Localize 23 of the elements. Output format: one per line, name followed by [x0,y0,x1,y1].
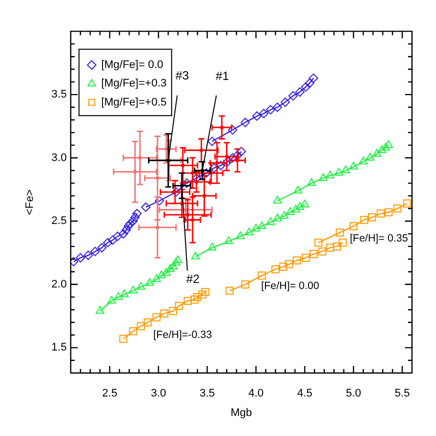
y-tick-label: 2.5 [51,215,67,228]
x-tick-label: 4.5 [297,388,312,400]
legend-label: [Mg/Fe]=+0.5 [101,96,167,108]
x-tick-label: 4.0 [248,388,264,400]
annotation: #1 [216,68,230,83]
x-axis-title: Mgb [230,407,252,420]
x-tick-label: 2.5 [102,388,118,400]
y-tick-label: 3.5 [51,88,67,101]
y-tick-label: 2.0 [51,278,67,290]
x-tick-label: 3.5 [200,388,215,400]
x-tick-label: 3.0 [150,388,166,400]
y-axis-title: <Fe> [24,189,36,215]
annotation: [Fe/H]=-0.33 [153,328,212,341]
y-tick-label: 3.0 [51,152,67,164]
annotation: #2 [186,272,200,286]
annotation: [Fe/H]= 0.00 [261,280,320,292]
x-tick-label: 5.0 [346,388,362,400]
annotation: #3 [176,68,190,83]
legend-label: [Mg/Fe]=+0.3 [101,78,167,90]
legend-label: [Mg/Fe]= 0.0 [101,59,164,72]
y-tick-label: 1.5 [51,342,67,354]
annotation: [Fe/H]= 0.35 [350,232,408,244]
x-tick-label: 5.5 [394,388,410,400]
